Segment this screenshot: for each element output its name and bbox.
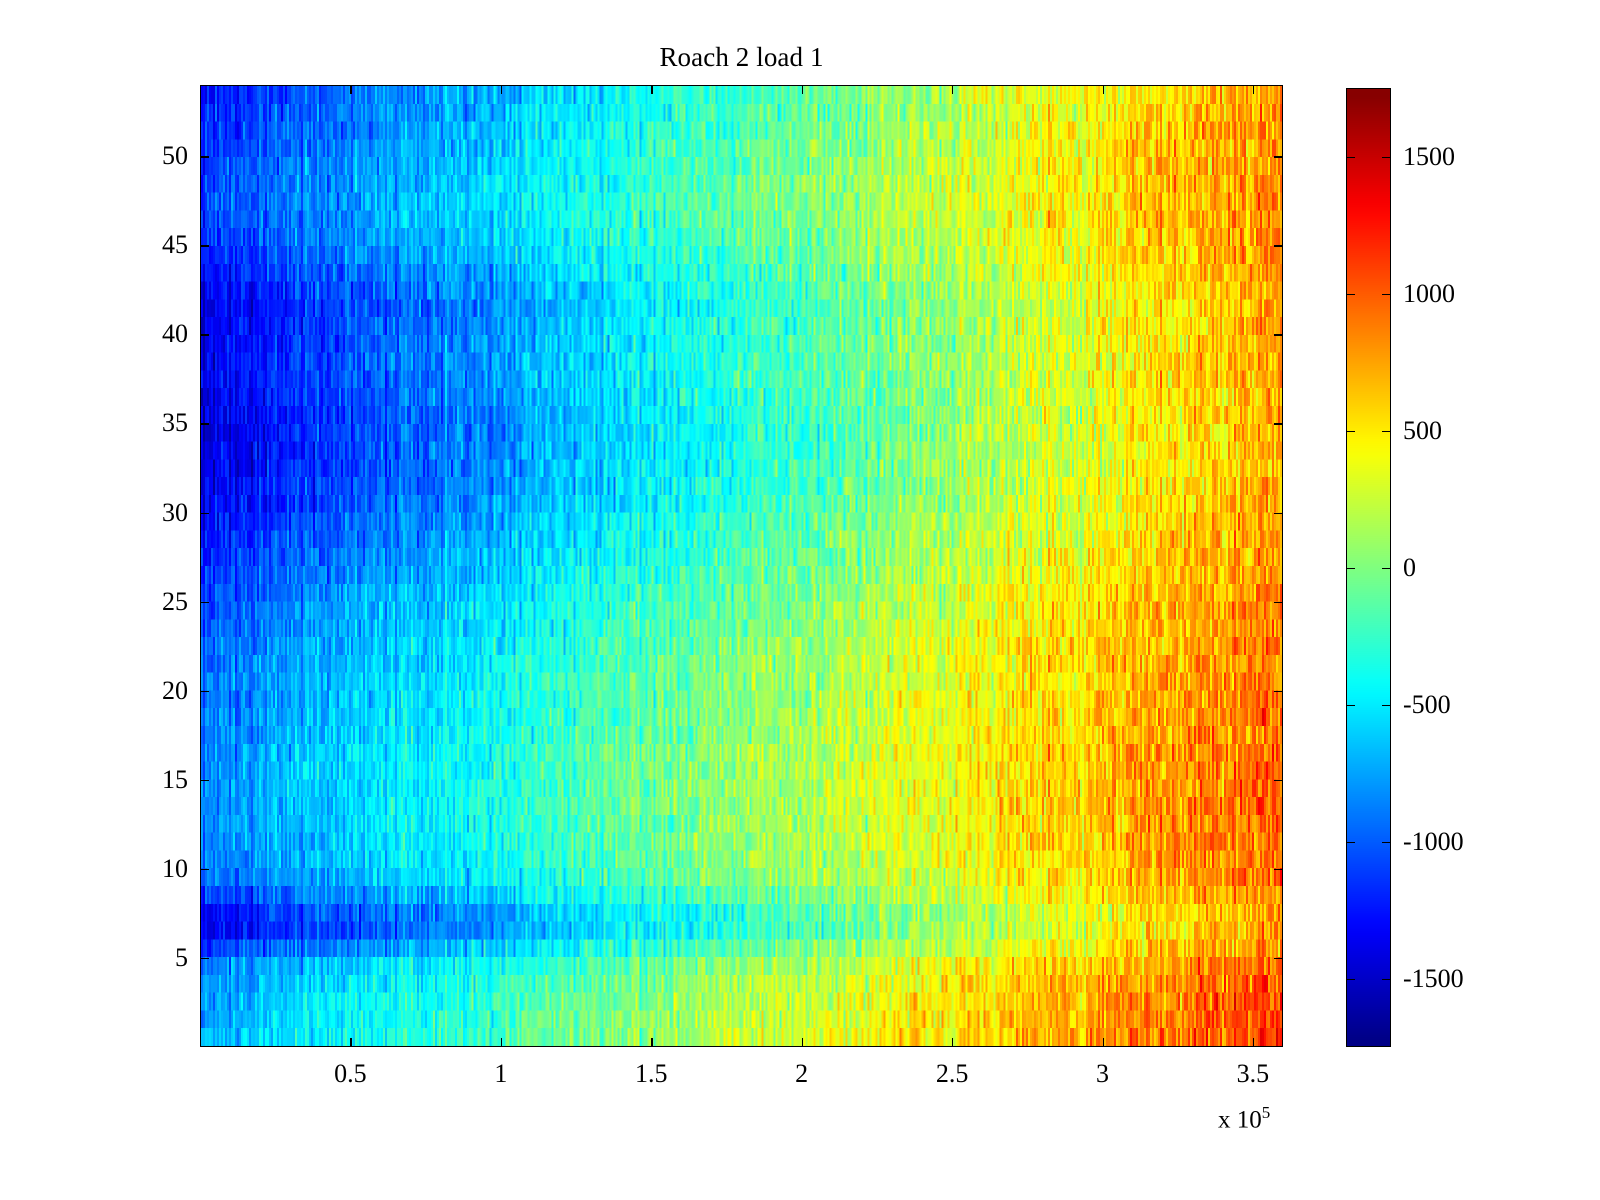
x-axis-tick-0: [350, 1038, 352, 1047]
x-axis-tick-3: [801, 1038, 804, 1047]
x-axis-label-4: 2.5: [935, 1059, 969, 1088]
x-axis-exponent-label: x 105: [1218, 1103, 1270, 1134]
y-axis-tick-6: [200, 423, 209, 425]
x-axis-tick-6: [1252, 1038, 1255, 1047]
y-axis-tick-right-7: [1274, 334, 1283, 336]
colorbar-tick-right-2: [1382, 430, 1391, 432]
x-axis-label-0: 0.5: [334, 1059, 367, 1088]
y-axis-tick-right-5: [1274, 512, 1283, 514]
x-axis-tick-top-4: [952, 85, 954, 94]
y-axis-tick-4: [200, 601, 209, 604]
x-axis-tick-top-5: [1102, 85, 1104, 94]
y-axis-label-1: 10: [162, 853, 188, 883]
colorbar-tick-left-4: [1346, 704, 1355, 706]
x-axis-tick-2: [651, 1038, 653, 1047]
y-axis-tick-9: [200, 156, 209, 158]
colorbar-tick-right-4: [1382, 704, 1391, 706]
colorbar-tick-left-1: [1346, 293, 1355, 295]
y-axis-label-5: 30: [162, 497, 188, 527]
colorbar-tick-left-2: [1346, 430, 1355, 432]
colorbar-label-2: 500: [1403, 415, 1442, 445]
x-axis-label-5: 3: [1096, 1059, 1109, 1088]
colorbar-label-6: -1500: [1403, 963, 1464, 993]
y-axis-tick-right-2: [1274, 779, 1283, 782]
x-axis-exponent-mantissa: x 10: [1218, 1106, 1262, 1134]
colorbar-label-0: 1500: [1403, 141, 1455, 171]
x-axis-tick-5: [1102, 1038, 1104, 1047]
x-axis-label-2: 1.5: [635, 1059, 668, 1088]
y-axis-tick-8: [200, 245, 209, 247]
y-axis-label-7: 40: [162, 319, 188, 349]
colorbar-tick-right-1: [1382, 293, 1391, 295]
colorbar-tick-right-0: [1382, 156, 1391, 158]
x-axis-tick-1: [500, 1038, 503, 1047]
colorbar-tick-left-6: [1346, 978, 1355, 980]
y-axis-tick-7: [200, 334, 209, 336]
y-axis-tick-0: [200, 957, 209, 960]
x-axis-label-3: 2: [795, 1059, 809, 1088]
y-axis-tick-right-8: [1274, 245, 1283, 247]
x-axis-tick-top-1: [500, 85, 503, 94]
colorbar-tick-left-3: [1346, 567, 1355, 569]
y-axis-label-9: 50: [162, 141, 188, 171]
y-axis-tick-right-0: [1274, 957, 1283, 960]
y-axis-tick-1: [200, 868, 209, 871]
x-axis-tick-top-3: [801, 85, 804, 94]
y-axis-tick-right-3: [1274, 690, 1283, 693]
x-axis-exponent-power: 5: [1261, 1103, 1271, 1122]
colorbar-label-4: -500: [1403, 689, 1451, 719]
y-axis-tick-5: [200, 512, 209, 514]
heatmap-plot-area[interactable]: [200, 85, 1283, 1047]
colorbar-tick-left-0: [1346, 156, 1355, 158]
y-axis-tick-2: [200, 779, 209, 782]
colorbar-tick-right-3: [1382, 567, 1391, 569]
y-axis-label-6: 35: [162, 408, 188, 438]
colorbar-tick-right-5: [1382, 841, 1391, 843]
y-axis-label-8: 45: [162, 230, 188, 260]
y-axis-label-4: 25: [162, 586, 188, 616]
x-axis-tick-top-2: [651, 85, 653, 94]
y-axis-tick-right-4: [1274, 601, 1283, 604]
x-axis-tick-top-6: [1252, 85, 1255, 94]
y-axis-tick-right-6: [1274, 423, 1283, 425]
colorbar-label-5: -1000: [1403, 826, 1464, 856]
chart-title: Roach 2 load 1: [659, 42, 824, 72]
y-axis-label-2: 15: [162, 764, 188, 794]
heatmap-image: [201, 86, 1282, 1046]
y-axis-tick-right-9: [1274, 156, 1283, 158]
x-axis-tick-top-0: [350, 85, 352, 94]
y-axis-tick-right-1: [1274, 868, 1283, 871]
y-axis-label-3: 20: [162, 675, 188, 705]
colorbar-label-3: 0: [1403, 552, 1416, 582]
colorbar-tick-right-6: [1382, 978, 1391, 980]
colorbar-tick-left-5: [1346, 841, 1355, 843]
x-axis-tick-4: [952, 1038, 954, 1047]
x-axis-label-6: 3.5: [1236, 1059, 1270, 1088]
colorbar-label-1: 1000: [1403, 278, 1455, 308]
y-axis-label-0: 5: [175, 942, 188, 972]
y-axis-tick-3: [200, 690, 209, 693]
x-axis-label-1: 1: [494, 1059, 508, 1088]
